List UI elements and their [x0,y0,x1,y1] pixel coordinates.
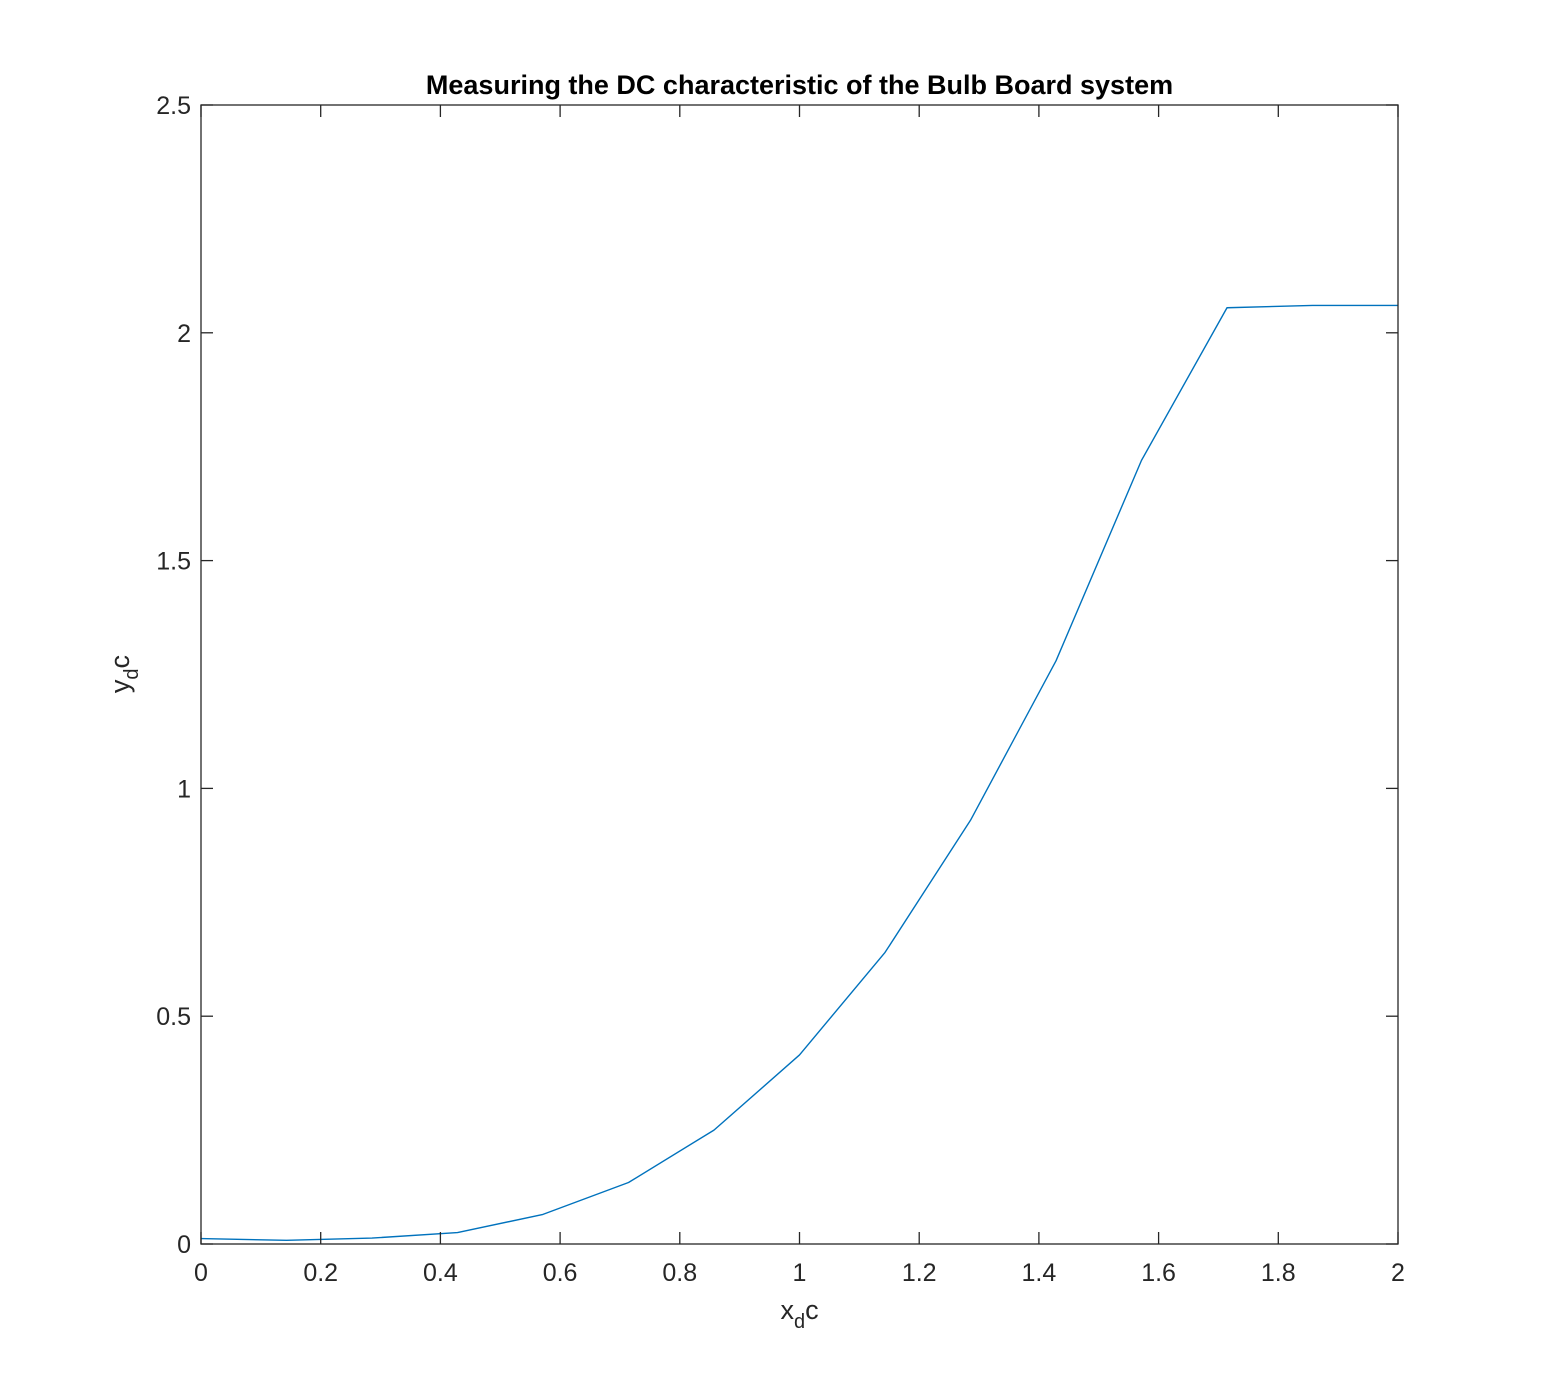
x-tick-label: 0.2 [303,1259,338,1287]
x-tick-label: 0.4 [423,1259,458,1287]
x-tick-label: 0 [194,1259,208,1287]
x-tick-label: 0.8 [662,1259,697,1287]
y-tick-label: 2 [177,320,191,348]
x-tick-label: 1.8 [1261,1259,1296,1287]
x-tick-label: 1.6 [1141,1259,1176,1287]
x-tick-label: 0.6 [543,1259,578,1287]
y-tick-label: 2.5 [156,92,191,120]
y-tick-label: 0.5 [156,1003,191,1031]
y-axis-label: ydc [105,655,143,693]
y-tick-label: 1.5 [156,548,191,576]
x-tick-label: 1.2 [902,1259,937,1287]
series-layer [200,304,1398,1242]
y-axis-label-base: y [105,679,135,693]
series-line-0 [200,304,1398,1242]
x-tick-label: 1 [793,1259,807,1287]
y-tick-label: 0 [177,1231,191,1259]
chart-title: Measuring the DC characteristic of the B… [426,70,1173,100]
x-tick-label: 2 [1391,1259,1405,1287]
y-axis-label-subscript: d [121,668,143,679]
plot-area [201,105,1398,1244]
x-tick-label: 1.4 [1022,1259,1057,1287]
x-axis-label: xdc [780,1295,818,1333]
x-axis-label-subscript: d [794,1311,805,1333]
x-axis-label-tail: c [805,1295,819,1325]
tick-layer: 0 0.2 0.4 0.6 0.8 1 1.2 1.4 1.6 1.8 2 0 0.5 1 1.5 2 2.5 [156,92,1405,1287]
x-axis-label-base: x [780,1295,794,1325]
y-axis-label-tail: c [105,655,135,669]
y-tick-label: 1 [177,775,191,803]
axes-box [200,104,1399,1245]
